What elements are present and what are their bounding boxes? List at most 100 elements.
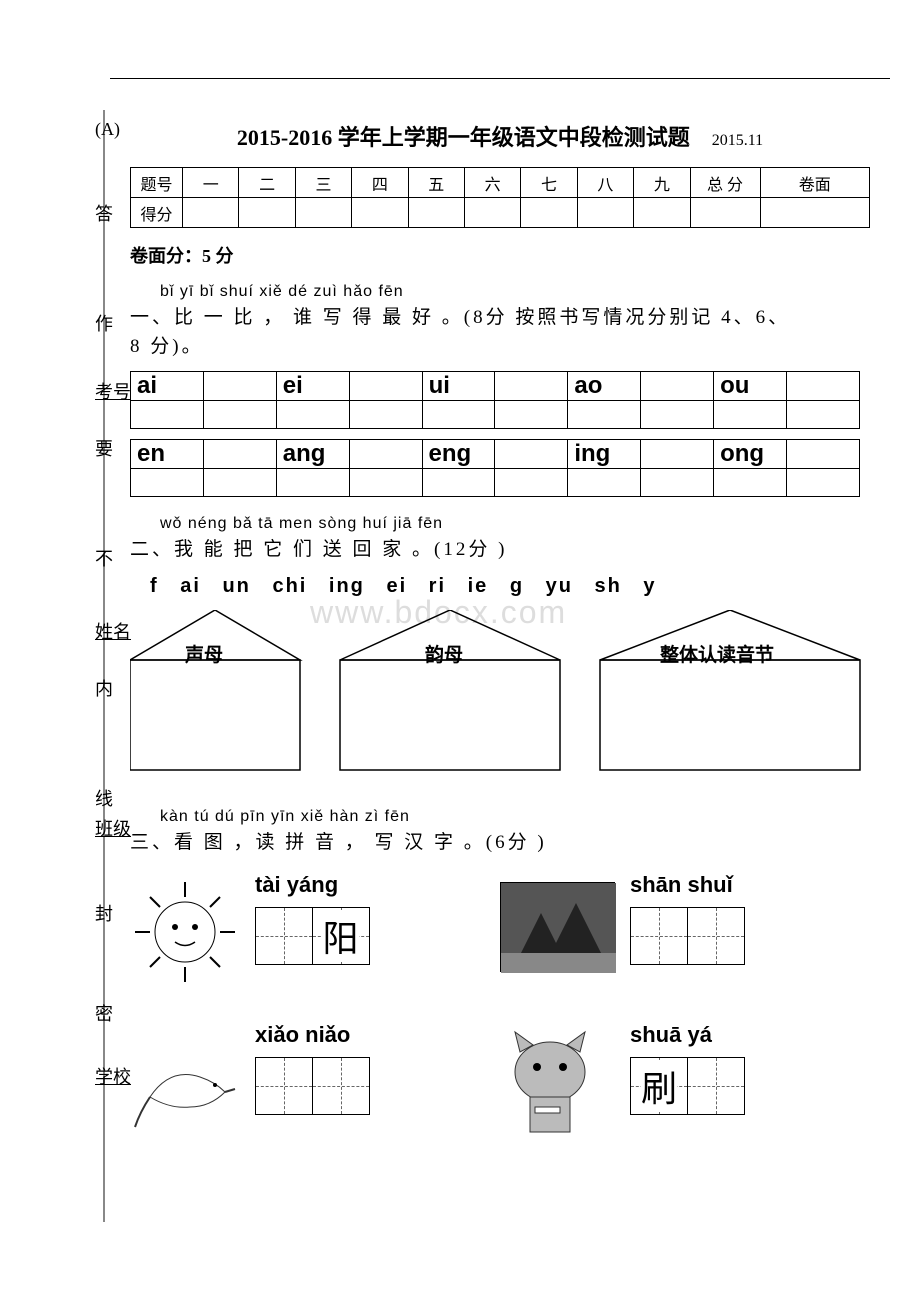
sidebar-line	[103, 228, 104, 308]
cell	[760, 198, 869, 228]
cell: ou	[714, 372, 787, 401]
cat-brushing-icon	[485, 1017, 615, 1147]
char-grid	[255, 1057, 368, 1115]
char-grid: 刷	[630, 1057, 743, 1115]
sidebar-line	[103, 338, 104, 378]
top-rule	[110, 78, 890, 79]
char-cell	[687, 907, 745, 965]
bird-icon	[130, 1037, 240, 1137]
sidebar-line	[103, 1028, 104, 1063]
cell	[464, 198, 520, 228]
cell: 三	[295, 168, 351, 198]
cell	[408, 198, 464, 228]
pinyin-grid-1: ai ei ui ao ou	[130, 371, 860, 429]
cell: ai	[131, 372, 204, 401]
cell	[349, 401, 422, 429]
cell: en	[131, 440, 204, 469]
char-cell	[312, 1057, 370, 1115]
cell	[714, 401, 787, 429]
table-row: en ang eng ing ong	[131, 440, 860, 469]
cell	[295, 198, 351, 228]
cell: ei	[276, 372, 349, 401]
cell	[203, 469, 276, 497]
landscape-image	[500, 882, 615, 972]
cell	[641, 440, 714, 469]
cell	[577, 198, 633, 228]
house-label: 声母	[185, 640, 223, 667]
cell	[276, 469, 349, 497]
cell	[349, 440, 422, 469]
exam-date: 2015.11	[712, 132, 763, 149]
q3-hanzi: 三、看 图 ，读 拼 音 ， 写 汉 字 。(6分 )	[130, 829, 890, 858]
cell	[349, 372, 422, 401]
cell	[349, 469, 422, 497]
char-cell: 刷	[630, 1057, 688, 1115]
cell	[239, 198, 295, 228]
cell	[641, 372, 714, 401]
house-label: 整体认读音节	[660, 640, 774, 667]
cell: 题号	[131, 168, 183, 198]
cell: 五	[408, 168, 464, 198]
cell	[787, 372, 860, 401]
cell	[203, 401, 276, 429]
char-grid: 阳	[255, 907, 368, 965]
cell: ang	[276, 440, 349, 469]
cell: 得分	[131, 198, 183, 228]
cell	[568, 469, 641, 497]
cell: 七	[521, 168, 577, 198]
q3-item-pinyin: tài yáng	[255, 872, 338, 898]
cell: ong	[714, 440, 787, 469]
cell: 卷面	[760, 168, 869, 198]
cell	[203, 372, 276, 401]
cell	[495, 469, 568, 497]
q3-item-pinyin: shuā yá	[630, 1022, 712, 1048]
cell	[641, 469, 714, 497]
q3-row: xiǎo niǎo shuā yá 刷	[130, 1017, 890, 1167]
q3-item-pinyin: shān shuǐ	[630, 872, 733, 898]
q1-pinyin: bǐ yī bǐ shuí xiě dé zuì hǎo fēn	[160, 280, 890, 304]
sidebar-line	[103, 573, 104, 618]
cell	[203, 440, 276, 469]
page-content: 2015-2016 学年上学期一年级语文中段检测试题 2015.11 题号 一 …	[110, 80, 890, 1177]
cell	[422, 469, 495, 497]
houses-svg	[130, 610, 870, 780]
cell	[131, 469, 204, 497]
exam-title-row: 2015-2016 学年上学期一年级语文中段检测试题 2015.11	[110, 120, 890, 152]
exam-title: 2015-2016 学年上学期一年级语文中段检测试题	[237, 125, 690, 150]
cell: ao	[568, 372, 641, 401]
cell: 九	[634, 168, 690, 198]
cell: 四	[352, 168, 408, 198]
char-cell	[687, 1057, 745, 1115]
cell	[641, 401, 714, 429]
q3-pinyin: kàn tú dú pīn yīn xiě hàn zì fēn	[160, 805, 890, 829]
juanmian-text: 卷面分：5 分	[130, 246, 234, 266]
cell	[495, 440, 568, 469]
cell	[495, 372, 568, 401]
cell: 二	[239, 168, 295, 198]
cell	[634, 198, 690, 228]
sidebar-line	[103, 1115, 104, 1185]
sidebar-line	[103, 870, 104, 900]
sidebar-line	[103, 138, 104, 198]
sidebar-line	[103, 463, 104, 543]
q3-heading: kàn tú dú pīn yīn xiě hàn zì fēn 三、看 图 ，…	[130, 805, 890, 858]
q3-row: tài yáng 阳 shān shuǐ	[130, 867, 890, 1007]
cell	[568, 401, 641, 429]
cell: 八	[577, 168, 633, 198]
cell	[131, 401, 204, 429]
q2-pinyin: wǒ néng bǎ tā men sòng huí jiā fēn	[160, 512, 890, 536]
binding-sidebar: (A) 答 作 考号 要 不 姓名 内 线 班级 封 密 学校	[35, 110, 105, 1222]
cell: 六	[464, 168, 520, 198]
q2-heading: wǒ néng bǎ tā men sòng huí jiā fēn 二、我 能…	[130, 512, 890, 565]
house-label: 韵母	[425, 640, 463, 667]
table-row	[131, 401, 860, 429]
cell	[690, 198, 760, 228]
table-row: 题号 一 二 三 四 五 六 七 八 九 总 分 卷面	[131, 168, 870, 198]
cell	[422, 401, 495, 429]
q1-heading: bǐ yī bǐ shuí xiě dé zuì hǎo fēn 一、比 一 比…	[130, 280, 890, 361]
char-cell	[630, 907, 688, 965]
cell	[495, 401, 568, 429]
q2-hanzi: 二、我 能 把 它 们 送 回 家 。(12分 )	[130, 536, 890, 565]
cell: ing	[568, 440, 641, 469]
char-cell	[255, 907, 313, 965]
